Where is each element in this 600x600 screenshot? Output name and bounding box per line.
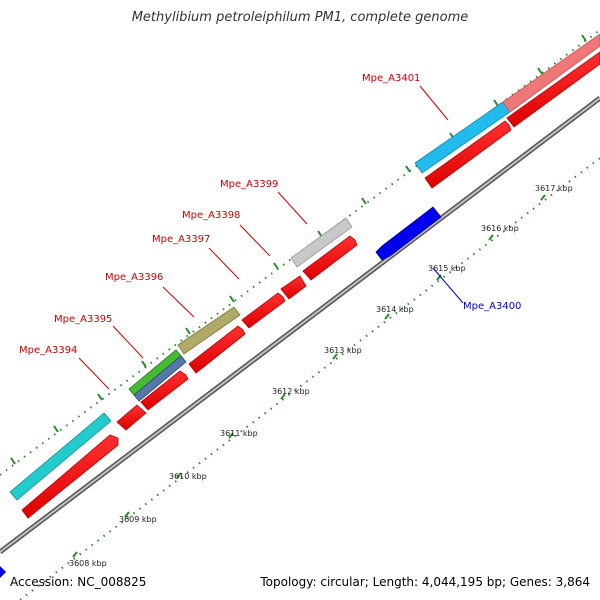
cog-track — [9, 33, 600, 501]
tick-label-3611: 3611 kbp — [220, 429, 258, 438]
tick-label-3612: 3612 kbp — [272, 387, 310, 396]
cds-a3394b — [116, 404, 147, 431]
backbone — [0, 96, 600, 554]
inner-ruler: 3608 kbp 3609 kbp 3610 kbp 3611 kbp 3612… — [19, 157, 600, 600]
cog-band-cyan — [9, 412, 112, 501]
cds-a3401b — [506, 51, 600, 128]
gene-labels: Mpe_A3394 Mpe_A3395 Mpe_A3396 Mpe_A3397 … — [19, 73, 521, 356]
cog-band-steel — [133, 355, 187, 402]
cds-a3397b — [280, 275, 307, 300]
cds-a3396 — [188, 325, 246, 374]
gene-label-mpe-a3399[interactable]: Mpe_A3399 — [220, 179, 278, 190]
tick-label-3615: 3615 kbp — [428, 264, 466, 273]
cog-band-pink — [502, 33, 600, 113]
tick-label-3617: 3617 kbp — [535, 184, 573, 193]
cds-a3400 — [375, 206, 442, 261]
tick-label-3613: 3613 kbp — [324, 346, 362, 355]
gene-label-mpe-a3396[interactable]: Mpe_A3396 — [105, 272, 163, 283]
map-title: Methylibium petroleiphilum PM1, complete… — [131, 10, 469, 25]
gene-label-mpe-a3395[interactable]: Mpe_A3395 — [54, 314, 112, 325]
cds-edge-blue — [0, 566, 6, 578]
cds-a3394a — [21, 434, 119, 519]
gene-label-mpe-a3394[interactable]: Mpe_A3394 — [19, 345, 77, 356]
tick-label-3614: 3614 kbp — [376, 305, 414, 314]
tick-label-3610: 3610 kbp — [169, 472, 207, 481]
cog-band-gray — [290, 217, 353, 268]
cds-a3397a — [241, 292, 286, 329]
gene-label-mpe-a3398[interactable]: Mpe_A3398 — [182, 210, 240, 221]
tick-label-3609: 3609 kbp — [119, 515, 157, 524]
tick-label-3616: 3616 kbp — [481, 224, 519, 233]
label-leaders — [78, 85, 464, 390]
gene-label-mpe-a3397[interactable]: Mpe_A3397 — [152, 234, 210, 245]
cds-a3395 — [140, 370, 189, 411]
gene-label-mpe-a3401[interactable]: Mpe_A3401 — [362, 73, 420, 84]
reverse-cds-track — [0, 206, 442, 578]
accession-text: Accession: NC_008825 — [10, 575, 147, 589]
tick-label-3608: 3608 kbp — [69, 559, 107, 568]
genome-summary-text: Topology: circular; Length: 4,044,195 bp… — [260, 575, 590, 589]
cog-band-olive — [177, 306, 241, 355]
forward-cds-track — [21, 51, 600, 519]
cds-a3399 — [302, 235, 358, 281]
gene-label-mpe-a3400[interactable]: Mpe_A3400 — [463, 301, 521, 312]
cds-a3401a — [424, 120, 512, 189]
